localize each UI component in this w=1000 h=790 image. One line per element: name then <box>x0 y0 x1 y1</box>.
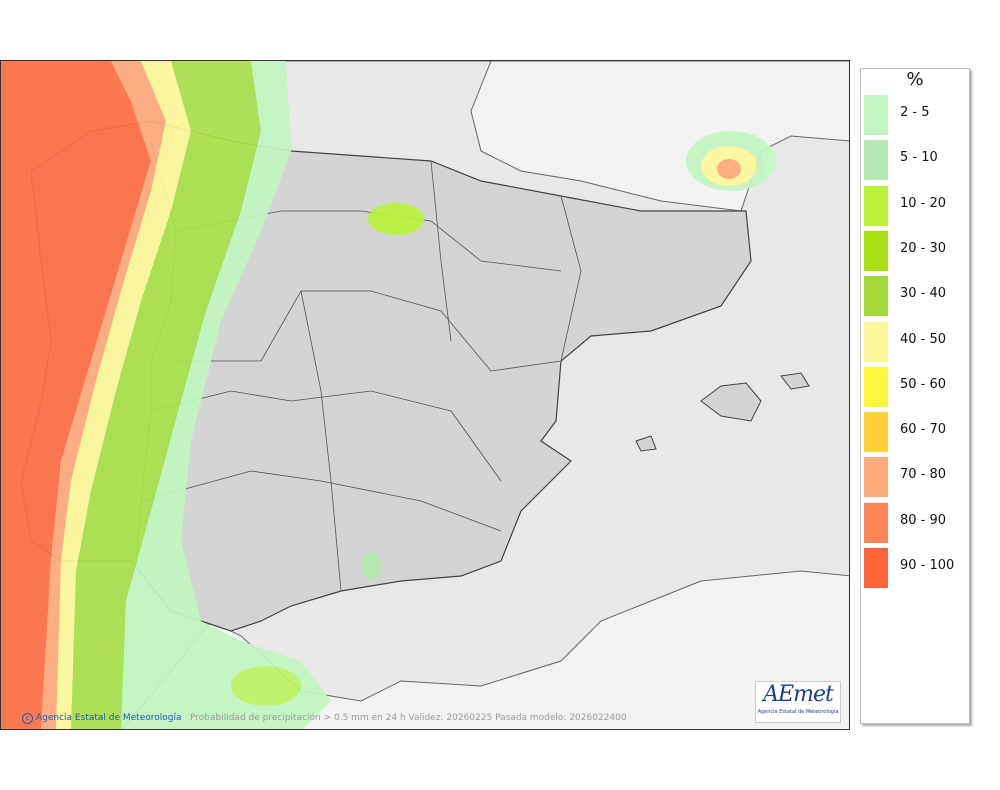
legend-swatch <box>864 140 888 181</box>
legend-swatch <box>864 185 888 226</box>
legend-label: 2 - 5 <box>900 105 930 120</box>
legend-label: 70 - 80 <box>900 467 947 483</box>
forecast-map <box>0 60 850 730</box>
legend-label: 20 - 30 <box>900 240 947 256</box>
agency-credit: c Agencia Estatal de Meteorología <box>22 713 182 724</box>
probability-shading <box>1 61 776 729</box>
copyright-icon: c <box>22 713 33 724</box>
spot-morocco <box>231 666 301 706</box>
agency-credit-text: Agencia Estatal de Meteorología <box>36 713 182 723</box>
legend-label: 10 - 20 <box>900 195 947 211</box>
legend-label: 60 - 70 <box>900 422 947 438</box>
legend-swatch <box>864 548 888 588</box>
band-80-100 <box>1 61 151 729</box>
mallorca <box>700 382 762 422</box>
legend-swatch <box>864 502 888 543</box>
legend-item: 70 - 80 <box>864 455 968 498</box>
aemet-logo-mark: AEmet <box>763 682 834 707</box>
legend-swatch <box>864 95 888 135</box>
legend-item: 60 - 70 <box>864 410 968 453</box>
band-70-80 <box>41 61 166 729</box>
legend-item: 40 - 50 <box>864 320 968 362</box>
ibiza <box>635 435 657 452</box>
menorca <box>780 372 810 390</box>
legend-swatch <box>864 276 888 317</box>
legend-label: 90 - 100 <box>900 558 955 573</box>
legend-label: 80 - 90 <box>900 512 947 528</box>
legend-item: 2 - 5 <box>864 93 968 135</box>
legend-item: 90 - 100 <box>864 546 968 588</box>
spot-andalusia <box>361 552 381 580</box>
spot-pyrenees-core <box>717 159 741 179</box>
legend-item: 10 - 20 <box>864 184 968 226</box>
legend-item: 80 - 90 <box>864 501 968 543</box>
aemet-logo: AEmet Agencia Estatal de Meteorología <box>755 681 841 723</box>
legend-title: % <box>906 69 924 90</box>
map-caption: Probabilidad de precipitación > 0.5 mm e… <box>190 713 627 723</box>
legend-item: 30 - 40 <box>864 274 968 317</box>
band-20-40 <box>71 61 261 729</box>
band-40-60 <box>56 61 191 729</box>
legend-swatch <box>864 321 888 362</box>
legend-label: 30 - 40 <box>900 286 947 302</box>
legend-item: 50 - 60 <box>864 365 968 407</box>
legend-label: 50 - 60 <box>900 376 947 392</box>
legend-swatch <box>864 412 888 453</box>
band-2-10 <box>121 61 331 729</box>
legend-swatch <box>864 366 888 407</box>
legend-label: 5 - 10 <box>900 150 938 166</box>
legend-swatch <box>864 457 888 498</box>
legend-swatch <box>864 230 888 271</box>
legend-item: 5 - 10 <box>864 138 968 181</box>
legend-panel: % 2 - 5 5 - 10 10 - 20 20 - 30 30 - 40 40 - 5… <box>860 68 970 724</box>
spot-basque <box>368 203 424 235</box>
map-canvas <box>1 61 849 729</box>
legend-label: 40 - 50 <box>900 331 947 347</box>
aemet-logo-subtitle: Agencia Estatal de Meteorología <box>757 709 839 715</box>
legend-item: 20 - 30 <box>864 229 968 271</box>
